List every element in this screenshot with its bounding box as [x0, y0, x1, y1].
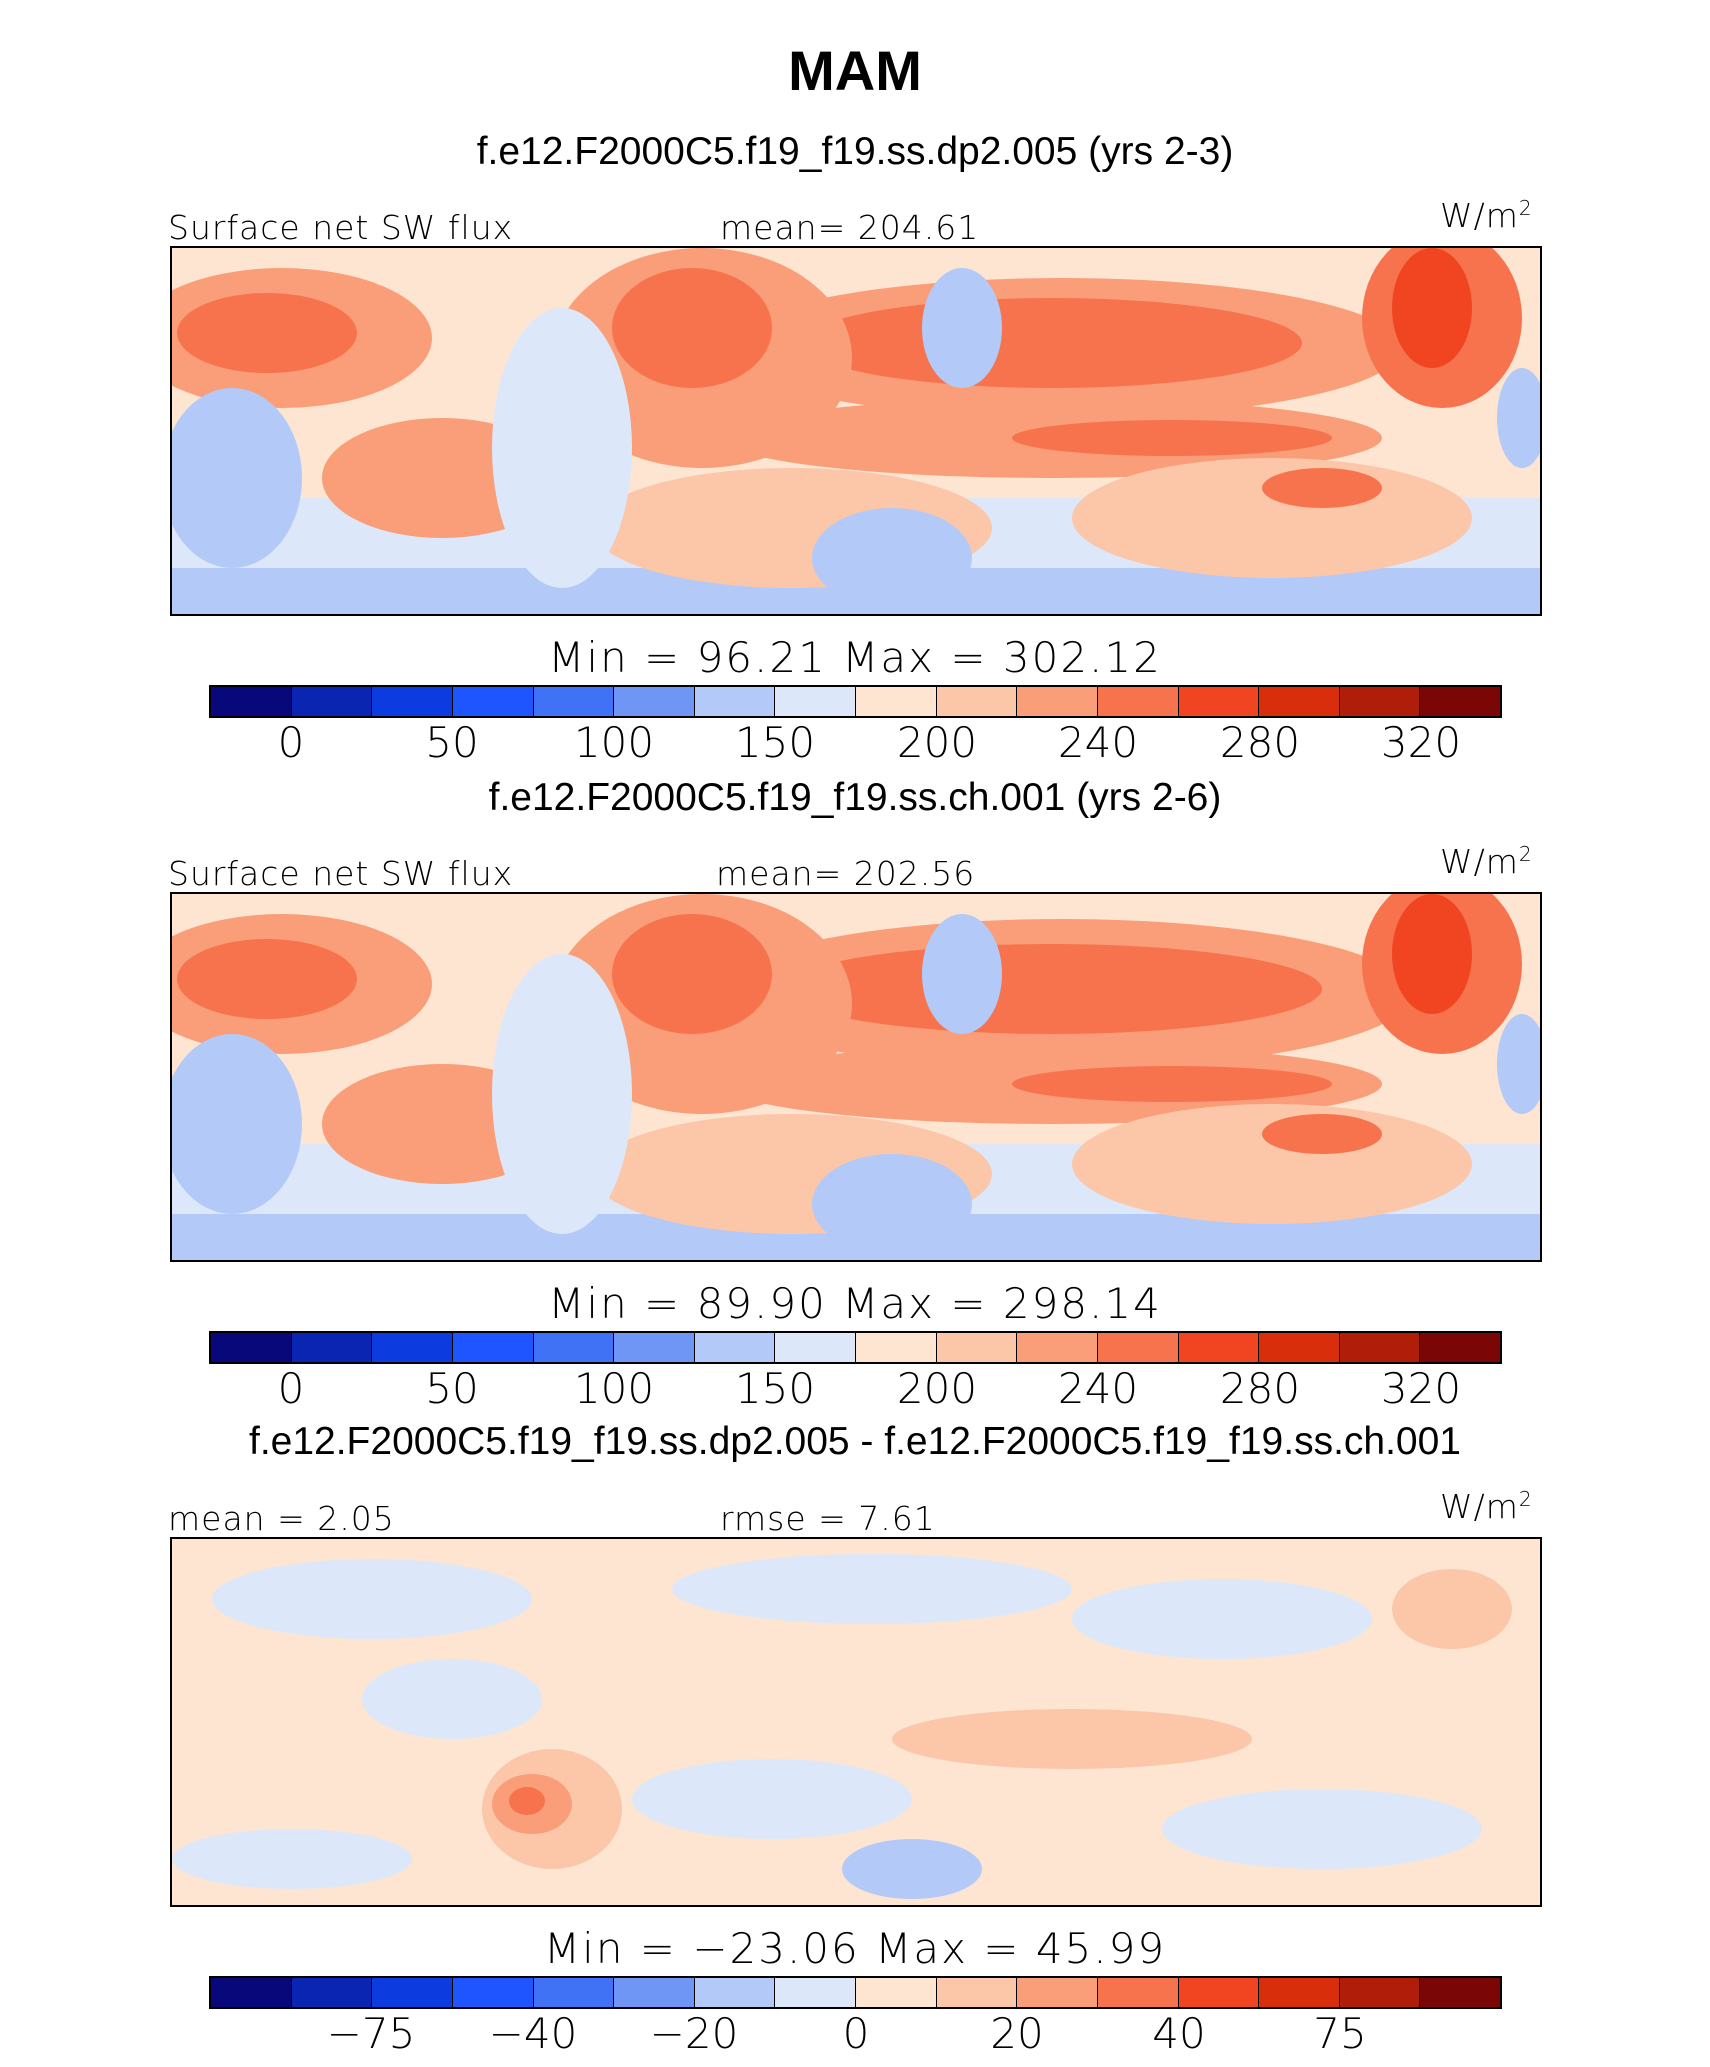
panel-3-colorbar-tick: 0: [842, 2009, 870, 2058]
panel-2-variable-label: Surface net SW flux: [168, 854, 514, 893]
colorbar-segment: [452, 1333, 534, 1362]
figure-title: MAM: [788, 39, 922, 102]
colorbar-segment: [1420, 687, 1500, 716]
panel-2-map: [170, 892, 1542, 1262]
colorbar-segment: [291, 687, 373, 716]
colorbar-segment: [856, 1978, 937, 2007]
panel-2-colorbar-tick: 320: [1380, 1364, 1462, 1413]
panel-2-colorbar-tick: 100: [573, 1364, 655, 1413]
panel-1-mean-label: mean= 204.61: [720, 208, 980, 247]
panel-2-map-field: [172, 894, 1540, 1260]
panel-2-colorbar-tick: 240: [1057, 1364, 1139, 1413]
colorbar-segment: [1339, 1978, 1421, 2007]
panel-2-colorbar-tick: 200: [896, 1364, 978, 1413]
colorbar-segment: [1017, 1333, 1098, 1362]
colorbar-segment: [533, 1978, 615, 2007]
colorbar-segment: [211, 1333, 292, 1362]
panel-3-map-field: [172, 1539, 1540, 1905]
panel-1-colorbar-tick: 0: [277, 718, 305, 767]
colorbar-segment: [1420, 1978, 1500, 2007]
colorbar-segment: [1097, 1333, 1179, 1362]
colorbar-segment: [936, 687, 1018, 716]
colorbar-segment: [1178, 1333, 1260, 1362]
panel-1-map-field: [172, 248, 1540, 614]
colorbar-segment: [1339, 687, 1421, 716]
panel-1-units: W/m2: [1440, 196, 1533, 235]
colorbar-segment: [291, 1333, 373, 1362]
panel-1-colorbar-tick: 320: [1380, 718, 1462, 767]
panel-2-colorbar-tick: 50: [425, 1364, 479, 1413]
colorbar-segment: [775, 1333, 856, 1362]
panel-2-mean-label: mean= 202.56: [716, 854, 976, 893]
panel-2-colorbar-tick: 0: [277, 1364, 305, 1413]
panel-1-map: [170, 246, 1542, 616]
panel-3-colorbar-tick: 20: [990, 2009, 1044, 2058]
panel-3-colorbar-tick: 75: [1313, 2009, 1367, 2058]
panel-3-colorbar-tick: −40: [488, 2009, 578, 2058]
panel-3-rmse-label: rmse = 7.61: [720, 1499, 936, 1538]
panel-3-colorbar-tick: −20: [649, 2009, 739, 2058]
colorbar-segment: [694, 1333, 776, 1362]
colorbar-segment: [1259, 1333, 1340, 1362]
colorbar-segment: [372, 687, 453, 716]
panel-1-colorbar-tick: 240: [1057, 718, 1139, 767]
colorbar-segment: [1259, 1978, 1340, 2007]
panel-1-colorbar-tick: 150: [734, 718, 816, 767]
colorbar-segment: [372, 1333, 453, 1362]
panel-1-colorbar-tick: 280: [1219, 718, 1301, 767]
panel-2-colorbar-tick: 150: [734, 1364, 816, 1413]
panel-1-colorbar-tick: 200: [896, 718, 978, 767]
panel-2-title: f.e12.F2000C5.f19_f19.ss.ch.001 (yrs 2-6…: [488, 776, 1222, 819]
colorbar-segment: [614, 1978, 695, 2007]
colorbar-segment: [1017, 1978, 1098, 2007]
colorbar-segment: [1178, 1978, 1260, 2007]
panel-1-colorbar: [209, 685, 1502, 718]
colorbar-segment: [1259, 687, 1340, 716]
colorbar-segment: [936, 1978, 1018, 2007]
colorbar-segment: [533, 687, 615, 716]
colorbar-segment: [533, 1333, 615, 1362]
panel-2-units: W/m2: [1440, 842, 1533, 881]
panel-1-min-max: Min = 96.21 Max = 302.12: [548, 633, 1162, 682]
colorbar-segment: [856, 687, 937, 716]
panel-2-colorbar-tick: 280: [1219, 1364, 1301, 1413]
panel-3-min-max: Min = −23.06 Max = 45.99: [543, 1924, 1167, 1973]
colorbar-segment: [452, 687, 534, 716]
panel-1-variable-label: Surface net SW flux: [168, 208, 514, 247]
colorbar-segment: [694, 1978, 776, 2007]
colorbar-segment: [775, 1978, 856, 2007]
colorbar-segment: [452, 1978, 534, 2007]
colorbar-segment: [1420, 1333, 1500, 1362]
panel-3-colorbar: [209, 1976, 1502, 2009]
panel-1-colorbar-tick: 50: [425, 718, 479, 767]
panel-3-map: [170, 1537, 1542, 1907]
colorbar-segment: [372, 1978, 453, 2007]
colorbar-segment: [1097, 1978, 1179, 2007]
colorbar-segment: [291, 1978, 373, 2007]
colorbar-segment: [856, 1333, 937, 1362]
panel-3-colorbar-tick: 40: [1152, 2009, 1206, 2058]
colorbar-segment: [211, 1978, 292, 2007]
panel-3-title: f.e12.F2000C5.f19_f19.ss.dp2.005 - f.e12…: [248, 1420, 1461, 1463]
colorbar-segment: [694, 687, 776, 716]
panel-1-title: f.e12.F2000C5.f19_f19.ss.dp2.005 (yrs 2-…: [476, 130, 1234, 173]
panel-2-colorbar: [209, 1331, 1502, 1364]
panel-3-colorbar-tick: −75: [326, 2009, 416, 2058]
colorbar-segment: [775, 687, 856, 716]
colorbar-segment: [614, 687, 695, 716]
colorbar-segment: [211, 687, 292, 716]
colorbar-segment: [1339, 1333, 1421, 1362]
colorbar-segment: [614, 1333, 695, 1362]
panel-3-units: W/m2: [1440, 1487, 1533, 1526]
panel-1-colorbar-tick: 100: [573, 718, 655, 767]
panel-2-min-max: Min = 89.90 Max = 298.14: [548, 1279, 1162, 1328]
panel-3-mean-label: mean = 2.05: [168, 1499, 395, 1538]
colorbar-segment: [1017, 687, 1098, 716]
colorbar-segment: [1097, 687, 1179, 716]
colorbar-segment: [1178, 687, 1260, 716]
colorbar-segment: [936, 1333, 1018, 1362]
